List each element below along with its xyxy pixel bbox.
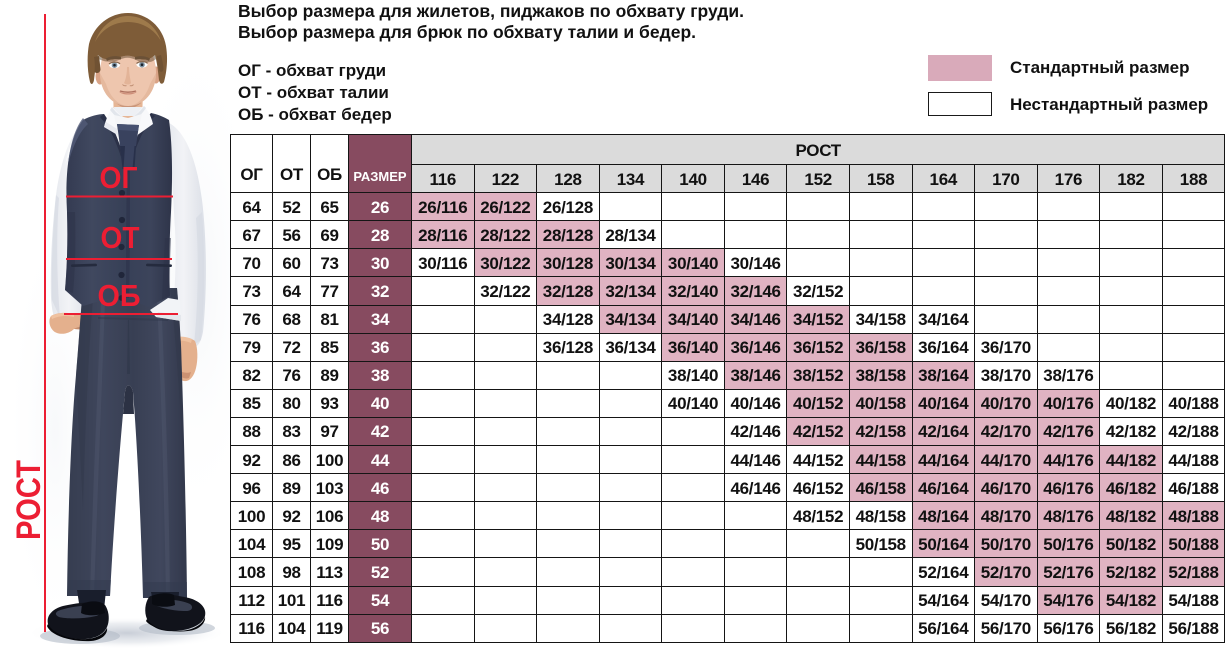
svg-text:РОСТ: РОСТ [10,460,48,540]
svg-text:ОГ: ОГ [100,160,138,195]
svg-text:ОТ: ОТ [101,220,140,255]
svg-text:ОБ: ОБ [98,278,141,313]
